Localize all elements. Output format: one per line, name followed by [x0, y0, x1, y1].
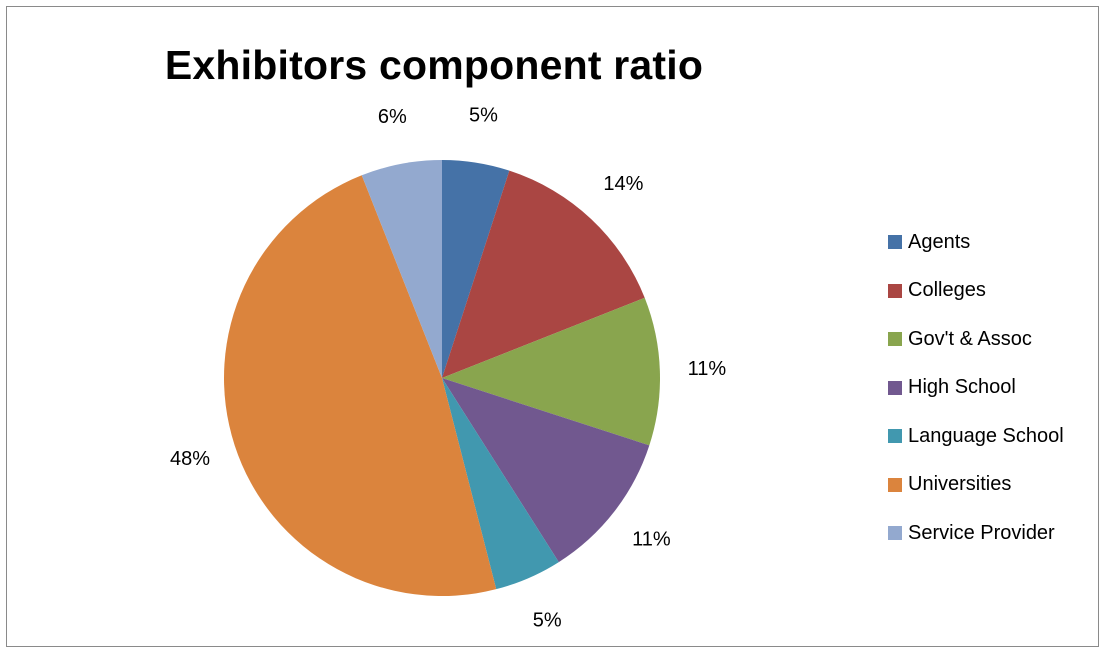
- legend: Agents Colleges Gov't & Assoc High School La…: [888, 218, 1064, 558]
- pie-slice-language-school: [442, 378, 559, 590]
- pie-slice-universities: [224, 175, 497, 596]
- data-label-agents: 5%: [469, 105, 498, 127]
- legend-item-service-provider: Service Provider: [888, 509, 1064, 558]
- legend-label: Language School: [908, 424, 1064, 447]
- legend-label: Gov't & Assoc: [908, 327, 1032, 350]
- legend-item-language-school: Language School: [888, 412, 1064, 461]
- pie-slice-gov-t-assoc: [442, 297, 660, 446]
- legend-swatch: [888, 477, 902, 492]
- legend-swatch: [888, 283, 902, 298]
- legend-label: Service Provider: [908, 521, 1055, 544]
- legend-label: Agents: [908, 230, 971, 253]
- pie-slice-agents: [442, 160, 510, 378]
- data-label-language-school: 5%: [533, 609, 562, 631]
- pie-slice-colleges: [442, 170, 645, 378]
- data-label-high-school: 11%: [632, 529, 671, 551]
- legend-item-agents: Agents: [888, 218, 1064, 267]
- legend-swatch: [888, 526, 902, 541]
- data-label-gov-t-assoc: 11%: [688, 358, 727, 380]
- legend-item-gov-t-assoc: Gov't & Assoc: [888, 315, 1064, 364]
- data-label-service-provider: 6%: [378, 106, 407, 128]
- data-label-colleges: 14%: [603, 173, 643, 195]
- legend-swatch: [888, 235, 902, 250]
- legend-label: Universities: [908, 473, 1012, 496]
- legend-swatch: [888, 332, 902, 347]
- legend-item-high-school: High School: [888, 364, 1064, 413]
- legend-item-universities: Universities: [888, 461, 1064, 510]
- chart-title: Exhibitors component ratio: [164, 42, 704, 88]
- data-label-universities: 48%: [170, 448, 210, 470]
- legend-swatch: [888, 380, 902, 395]
- pie-slice-high-school: [442, 378, 650, 563]
- legend-item-colleges: Colleges: [888, 267, 1064, 316]
- legend-swatch: [888, 429, 902, 444]
- legend-label: High School: [908, 376, 1016, 399]
- legend-label: Colleges: [908, 279, 986, 302]
- pie-slice-service-provider: [361, 160, 442, 378]
